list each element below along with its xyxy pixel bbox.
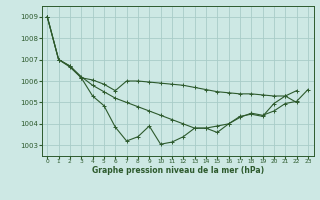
X-axis label: Graphe pression niveau de la mer (hPa): Graphe pression niveau de la mer (hPa) xyxy=(92,166,264,175)
